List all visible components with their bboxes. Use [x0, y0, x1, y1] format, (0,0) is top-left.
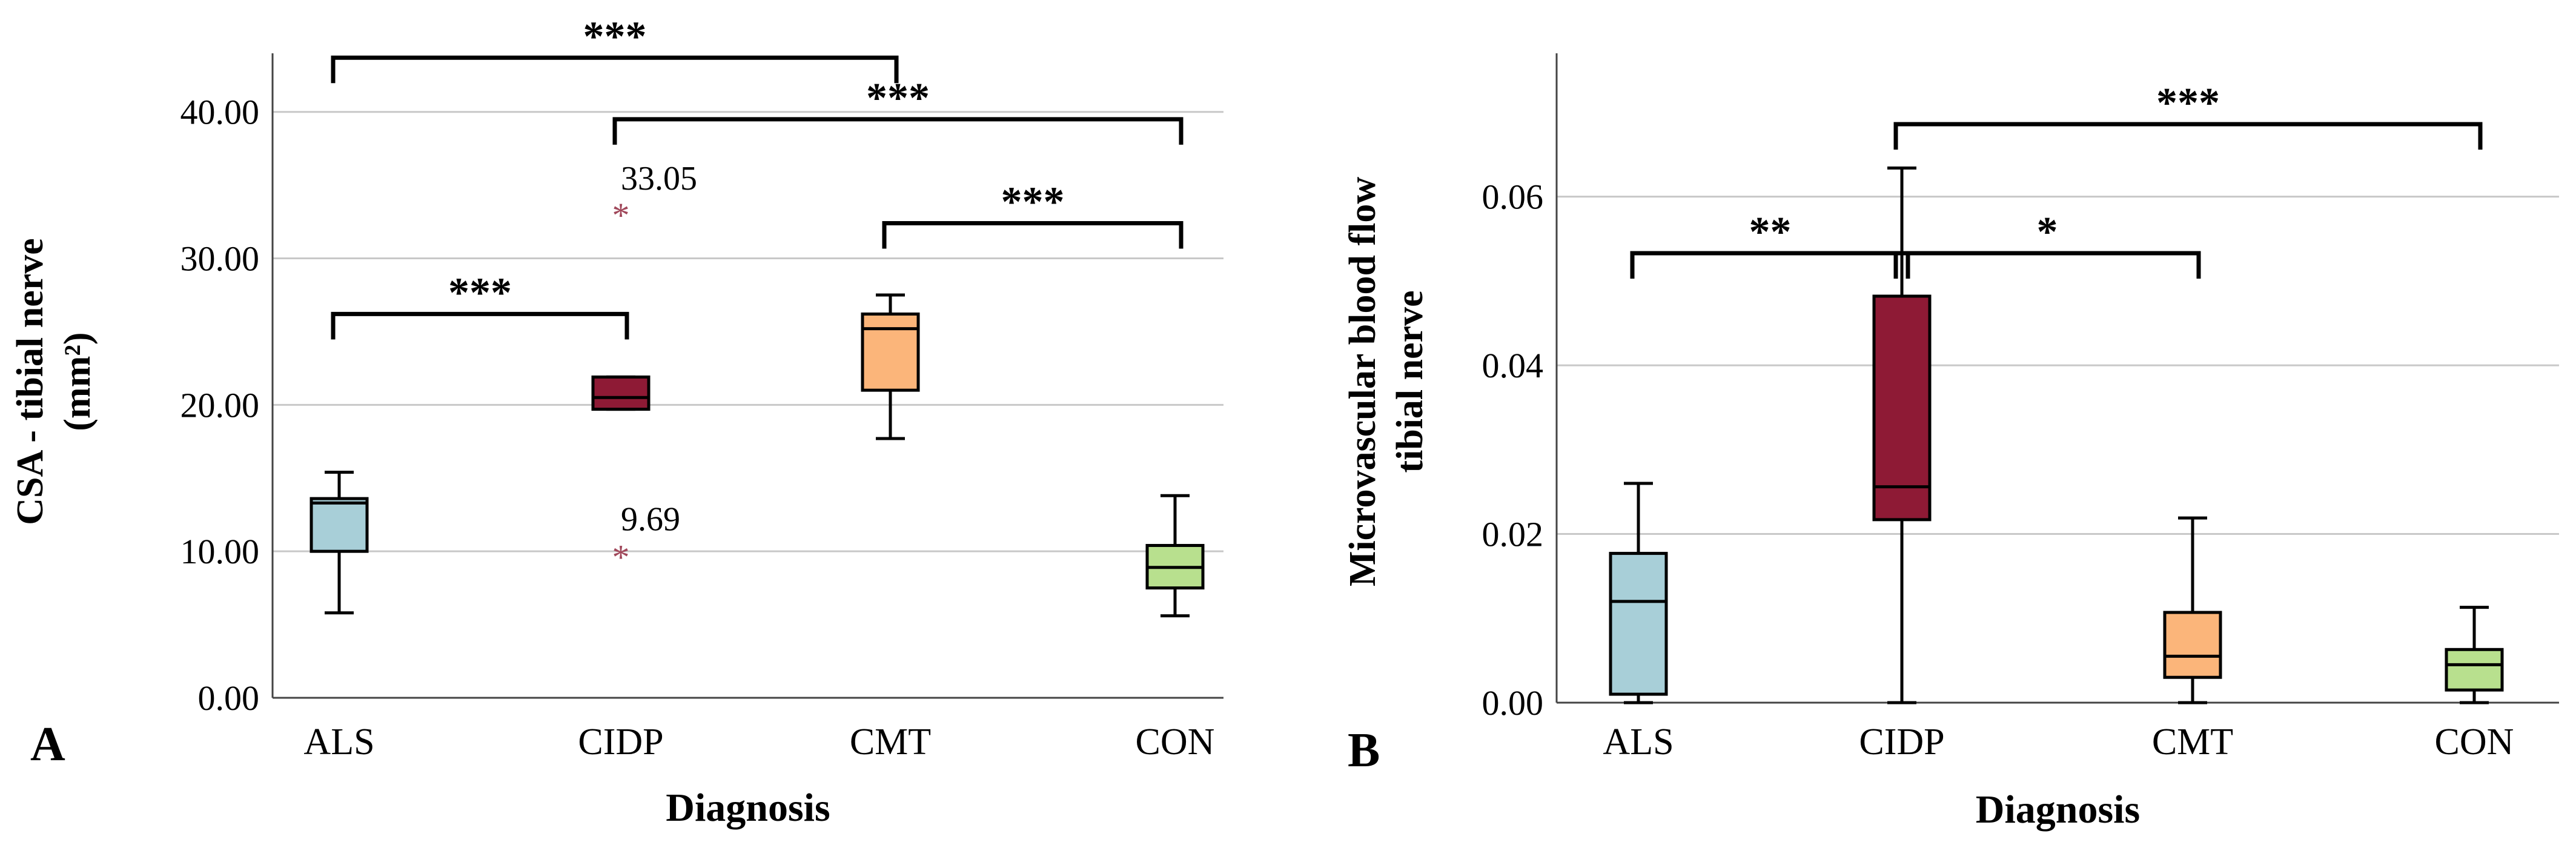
x-axis-title: Diagnosis [1976, 787, 2140, 832]
x-category-label: CIDP [578, 721, 663, 763]
box-iqr [591, 375, 651, 411]
significance-bracket [1893, 251, 2201, 279]
significance-bracket [1630, 251, 1910, 279]
x-axis-title: Diagnosis [666, 786, 830, 830]
y-axis-title: CSA - tibial nerve [10, 238, 51, 525]
y-tick-label: 20.00 [180, 385, 260, 425]
significance-stars: *** [1001, 179, 1065, 226]
significance-stars: * [2037, 209, 2058, 256]
outlier-label: 33.05 [621, 160, 697, 197]
box-iqr [861, 312, 920, 392]
significance-stars: *** [2156, 80, 2220, 127]
y-tick-label: 0.00 [198, 678, 260, 718]
significance-bracket [612, 117, 1184, 145]
y-tick-label: 0.00 [1482, 683, 1544, 723]
y-tick-label: 0.06 [1482, 177, 1544, 217]
box-iqr [1609, 552, 1668, 696]
significance-bracket [331, 55, 899, 84]
outlier-label: 9.69 [621, 501, 680, 538]
box-cidp [1872, 166, 1932, 704]
significance-stars: *** [583, 13, 647, 60]
x-category-label: ALS [1603, 721, 1674, 763]
x-category-label: CON [2435, 721, 2514, 763]
box-als [310, 471, 369, 615]
x-category-label: CMT [2152, 721, 2233, 763]
box-con [1145, 494, 1205, 618]
y-tick-label: 10.00 [180, 532, 260, 571]
outlier-marker: * [612, 196, 630, 235]
significance-bracket [882, 221, 1184, 249]
significance-stars: *** [448, 270, 512, 316]
panel-label: B [1348, 724, 1380, 777]
box-iqr [2163, 611, 2222, 679]
box-cmt [861, 293, 920, 440]
outlier-marker: * [612, 538, 630, 577]
box-con [2445, 606, 2504, 704]
y-tick-label: 30.00 [180, 239, 260, 279]
box-iqr [310, 497, 369, 553]
significance-bracket [331, 311, 629, 340]
y-axis-title: Microvascular blood flow [1342, 177, 1383, 586]
box-iqr [2445, 648, 2504, 692]
y-tick-label: 0.04 [1482, 346, 1544, 385]
panel-b-blood-flow-chart: 0.000.020.040.06***** *ALS CIDP CMT CONDiagn… [1342, 53, 2559, 832]
x-category-label: CON [1136, 721, 1215, 763]
x-category-label: CMT [850, 721, 931, 763]
box-als [1609, 482, 1668, 704]
significance-stars: *** [866, 75, 930, 122]
box-cidp [591, 375, 651, 411]
y-tick-label: 0.02 [1482, 515, 1544, 554]
significance-bracket [1893, 122, 2483, 150]
panel-a-csa-chart: 0.0010.0020.0030.0040.00*33.05*9.69*****… [10, 13, 1223, 830]
y-axis-title: (mm²) [57, 332, 98, 431]
panel-label: A [30, 718, 65, 771]
x-category-label: ALS [303, 721, 374, 763]
y-axis-title: tibial nerve [1389, 290, 1431, 472]
y-tick-label: 40.00 [180, 93, 260, 132]
box-cmt [2163, 516, 2222, 704]
x-category-label: CIDP [1859, 721, 1944, 763]
box-iqr [1872, 294, 1932, 522]
significance-stars: ** [1749, 209, 1792, 256]
